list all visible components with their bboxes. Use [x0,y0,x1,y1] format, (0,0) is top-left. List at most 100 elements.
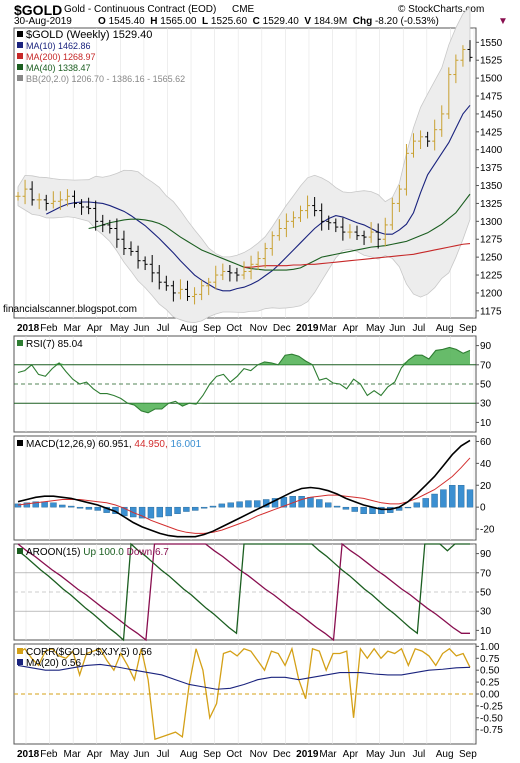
corr-axis-tick-label: 0.00 [480,690,500,701]
macd-histogram-bar [254,500,261,508]
price-axis-tick-label: 1375 [480,163,503,174]
macd-histogram-bar [14,503,22,508]
corr-ma-line [17,663,471,690]
price-axis-tick-label: 1400 [480,145,503,156]
price-axis-tick-label: 1175 [480,306,502,317]
price-axis-tick-label: 1225 [480,271,503,282]
x-axis-label-top: May [110,323,129,334]
macd-histogram-bar [449,485,456,508]
watermark: © StockCharts.com [398,4,485,15]
macd-histogram-bar [59,504,66,508]
x-axis-label-top: Oct [226,323,242,334]
macd-signal-line [17,457,471,534]
x-axis-label-top: Apr [343,323,359,334]
corr-ma-legend: MA(20) 0.56 [26,658,81,669]
macd-histogram-bar [413,502,421,508]
x-axis-label-bottom: Apr [343,749,359,760]
price-axis-tick-label: 1475 [480,92,503,103]
aroon-axis-tick-label: 30 [480,607,492,618]
macd-histogram-bar [121,506,128,517]
x-axis-label-top: Aug [180,323,198,334]
price-axis-tick-label: 1250 [480,253,503,264]
x-axis-label-top: Jul [412,323,425,334]
macd-histogram-bar [457,485,465,508]
rsi-axis-tick-label: 70 [480,360,492,371]
macd-histogram-bar [324,502,332,508]
price-legend-item: MA(10) 1462.86 [26,41,91,51]
macd-histogram-bar [147,506,155,519]
macd-histogram-bar [360,506,367,514]
macd-axis-tick-label: 60 [480,437,492,448]
macd-histogram-bar [174,506,181,514]
macd-axis-tick-label: -20 [480,525,495,536]
x-axis-label-bottom: Jun [133,749,149,760]
legend-swatch [17,64,23,70]
x-axis-label-bottom: Aug [180,749,198,760]
price-axis-tick-label: 1500 [480,74,503,85]
corr-axis-tick-label: 0.75 [480,654,500,665]
change-label: Chg [352,16,373,27]
x-axis-label-top: May [366,323,385,334]
macd-histogram-bar [440,489,447,508]
macd-histogram-bar [378,506,385,514]
x-axis-label-bottom: Dec [273,749,291,760]
corr-axis-tick-label: -0.25 [480,701,503,712]
x-axis-label-top: 2019 [296,323,319,334]
symbol-title: $GOLD [14,2,63,18]
x-axis-label-bottom: Apr [87,749,103,760]
price-axis-tick-label: 1425 [480,127,503,138]
macd-histogram-bar [192,506,199,511]
legend-swatch [17,548,23,554]
price-axis-tick-label: 1525 [480,56,503,67]
x-axis-label-bottom: 2018 [17,749,40,760]
x-axis-label-bottom: Jul [412,749,425,760]
chart-description: Gold - Continuous Contract (EOD) [64,4,217,15]
macd-histogram-bar [76,506,84,509]
macd-axis-tick-label: 40 [480,459,492,470]
x-axis-label-bottom: 2019 [296,749,319,760]
macd-panel [13,435,477,541]
aroon-axis-tick-label: 50 [480,588,492,599]
aroon-up-line [17,542,470,642]
price-axis-tick-label: 1325 [480,199,503,210]
dropdown-arrow-icon[interactable]: ▼ [498,16,508,27]
x-axis-label-bottom: Sep [203,749,221,760]
macd-histogram-bar [156,506,164,518]
legend-swatch [17,659,23,665]
x-axis-label-top: Sep [459,323,477,334]
macd-histogram-bar [183,506,190,512]
macd-histogram-bar [209,505,217,508]
rsi-line [17,346,471,414]
price-axis-tick-label: 1300 [480,217,503,228]
macd-line [17,439,471,538]
corr-axis-tick-label: 0.50 [480,666,500,677]
macd-histogram-bar [67,505,75,508]
legend-swatch [17,75,23,81]
low-label: L [202,16,209,27]
macd-histogram-bar [422,498,429,508]
rsi-axis-tick-label: 50 [480,380,492,391]
change-value: -8.20 (-0.53%) [374,16,439,27]
x-axis-label-bottom: Mar [319,749,337,760]
aroon-down-line [17,542,470,642]
macd-histogram-bar [32,501,39,508]
macd-histogram-bar [41,501,48,508]
macd-histogram-bar [94,506,101,511]
macd-histogram-bar [351,506,358,512]
macd-histogram-bar [218,503,226,508]
x-axis-label-bottom: Jun [389,749,405,760]
macd-histogram-bar [236,501,243,508]
price-axis-tick-label: 1200 [480,288,503,299]
macd-axis-tick-label: 20 [480,481,492,492]
macd-histogram-bar [85,506,93,510]
quote-date: 30-Aug-2019 [14,16,72,27]
credit-label: financialscanner.blogspot.com [3,304,137,315]
open-label: O [98,16,106,27]
price-legend-item: MA(40) 1338.47 [26,63,91,73]
close-value: 1529.40 [262,16,299,27]
corr-legend: CORR($GOLD,$XJY,5) 0.56 [26,647,152,658]
close-label: C [252,16,260,27]
legend-swatch [17,53,23,59]
macd-histogram-bar [245,500,252,508]
